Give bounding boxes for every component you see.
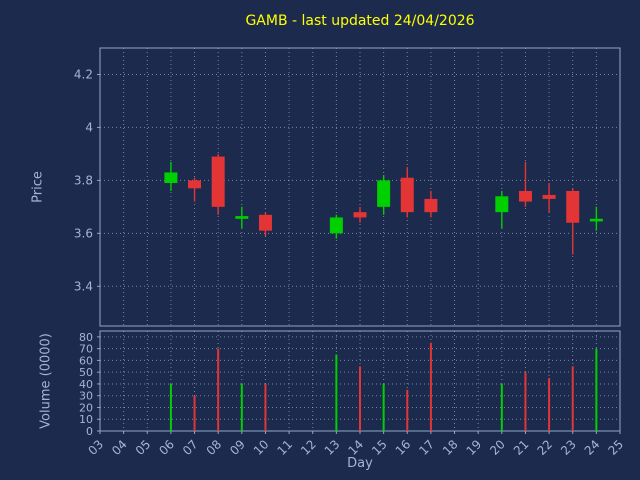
x-tick-label: 15 bbox=[369, 437, 390, 458]
x-tick-label: 08 bbox=[204, 437, 225, 458]
candle-body bbox=[495, 196, 509, 213]
x-tick-label: 17 bbox=[416, 437, 437, 458]
candle-body bbox=[566, 190, 580, 223]
volume-tick-label: 0 bbox=[86, 425, 93, 438]
price-axis-label: Price bbox=[30, 171, 46, 203]
price-tick-label: 3.8 bbox=[74, 173, 93, 187]
x-tick-label: 20 bbox=[487, 437, 508, 458]
candle-body bbox=[329, 217, 343, 234]
volume-bar bbox=[193, 395, 196, 431]
candle-body bbox=[211, 156, 225, 207]
price-tick-label: 4.2 bbox=[74, 67, 93, 81]
candle-body bbox=[377, 180, 391, 207]
volume-bar bbox=[406, 389, 409, 431]
x-tick-label: 10 bbox=[251, 437, 272, 458]
volume-bar bbox=[500, 383, 503, 431]
x-tick-label: 11 bbox=[275, 437, 296, 458]
volume-bar bbox=[571, 366, 574, 431]
price-tick-label: 3.4 bbox=[74, 279, 93, 293]
volume-bars bbox=[169, 342, 598, 431]
candle-body bbox=[164, 172, 178, 184]
x-tick-label: 23 bbox=[558, 437, 579, 458]
chart-title: GAMB - last updated 24/04/2026 bbox=[245, 13, 475, 29]
x-tick-label: 13 bbox=[322, 437, 343, 458]
candle-body bbox=[518, 190, 532, 202]
candle-body bbox=[589, 218, 603, 222]
x-tick-label: 03 bbox=[85, 437, 106, 458]
x-tick-label: 05 bbox=[133, 437, 154, 458]
volume-bar bbox=[382, 383, 385, 431]
volume-tick-label: 20 bbox=[79, 401, 93, 414]
x-tick-label: 25 bbox=[605, 437, 626, 458]
volume-bar bbox=[169, 383, 172, 431]
volume-bar bbox=[595, 348, 598, 431]
price-tick-label: 4 bbox=[85, 120, 93, 134]
volume-bar bbox=[429, 342, 432, 431]
volume-bar bbox=[524, 372, 527, 431]
x-tick-label: 06 bbox=[156, 437, 177, 458]
candle-body bbox=[400, 177, 414, 213]
candle-body bbox=[353, 212, 367, 218]
volume-tick-label: 60 bbox=[79, 354, 93, 367]
volume-tick-label: 10 bbox=[79, 413, 93, 426]
volume-tick-label: 40 bbox=[79, 378, 93, 391]
x-tick-label: 19 bbox=[464, 437, 485, 458]
candles bbox=[164, 153, 603, 255]
volume-bar bbox=[335, 354, 338, 431]
volume-tick-label: 30 bbox=[79, 390, 93, 403]
x-tick-label: 12 bbox=[298, 437, 319, 458]
candle-body bbox=[424, 198, 438, 213]
tick-labels: 03 04 05 06 07 08 09 10 11 12 13 14 15 16 17 18 19 20 21 22… bbox=[74, 67, 626, 457]
volume-bar bbox=[359, 366, 361, 431]
x-tick-label: 07 bbox=[180, 437, 201, 458]
x-axis-label: Day bbox=[347, 456, 373, 471]
tick-marks bbox=[97, 73, 621, 434]
x-tick-label: 14 bbox=[345, 437, 366, 458]
candle-body bbox=[188, 180, 202, 189]
x-tick-label: 16 bbox=[393, 437, 414, 458]
x-tick-label: 04 bbox=[109, 437, 130, 458]
x-tick-label: 24 bbox=[582, 437, 603, 458]
candle-body bbox=[258, 214, 272, 231]
volume-bar bbox=[217, 348, 220, 431]
candle-body bbox=[542, 194, 556, 199]
volume-axis-label: Volume (0000) bbox=[38, 333, 54, 429]
price-axes bbox=[99, 47, 621, 327]
volume-tick-label: 70 bbox=[79, 343, 93, 356]
x-tick-label: 18 bbox=[440, 437, 461, 458]
x-tick-label: 21 bbox=[511, 437, 532, 458]
price-tick-label: 3.6 bbox=[74, 226, 93, 240]
candle-body bbox=[235, 216, 249, 219]
volume-bar bbox=[264, 383, 267, 431]
x-tick-label: 22 bbox=[535, 437, 556, 458]
volume-tick-label: 50 bbox=[79, 366, 93, 379]
volume-bar bbox=[240, 383, 243, 431]
volume-tick-label: 80 bbox=[79, 331, 93, 344]
x-tick-label: 09 bbox=[227, 437, 248, 458]
volume-bar bbox=[548, 378, 551, 431]
